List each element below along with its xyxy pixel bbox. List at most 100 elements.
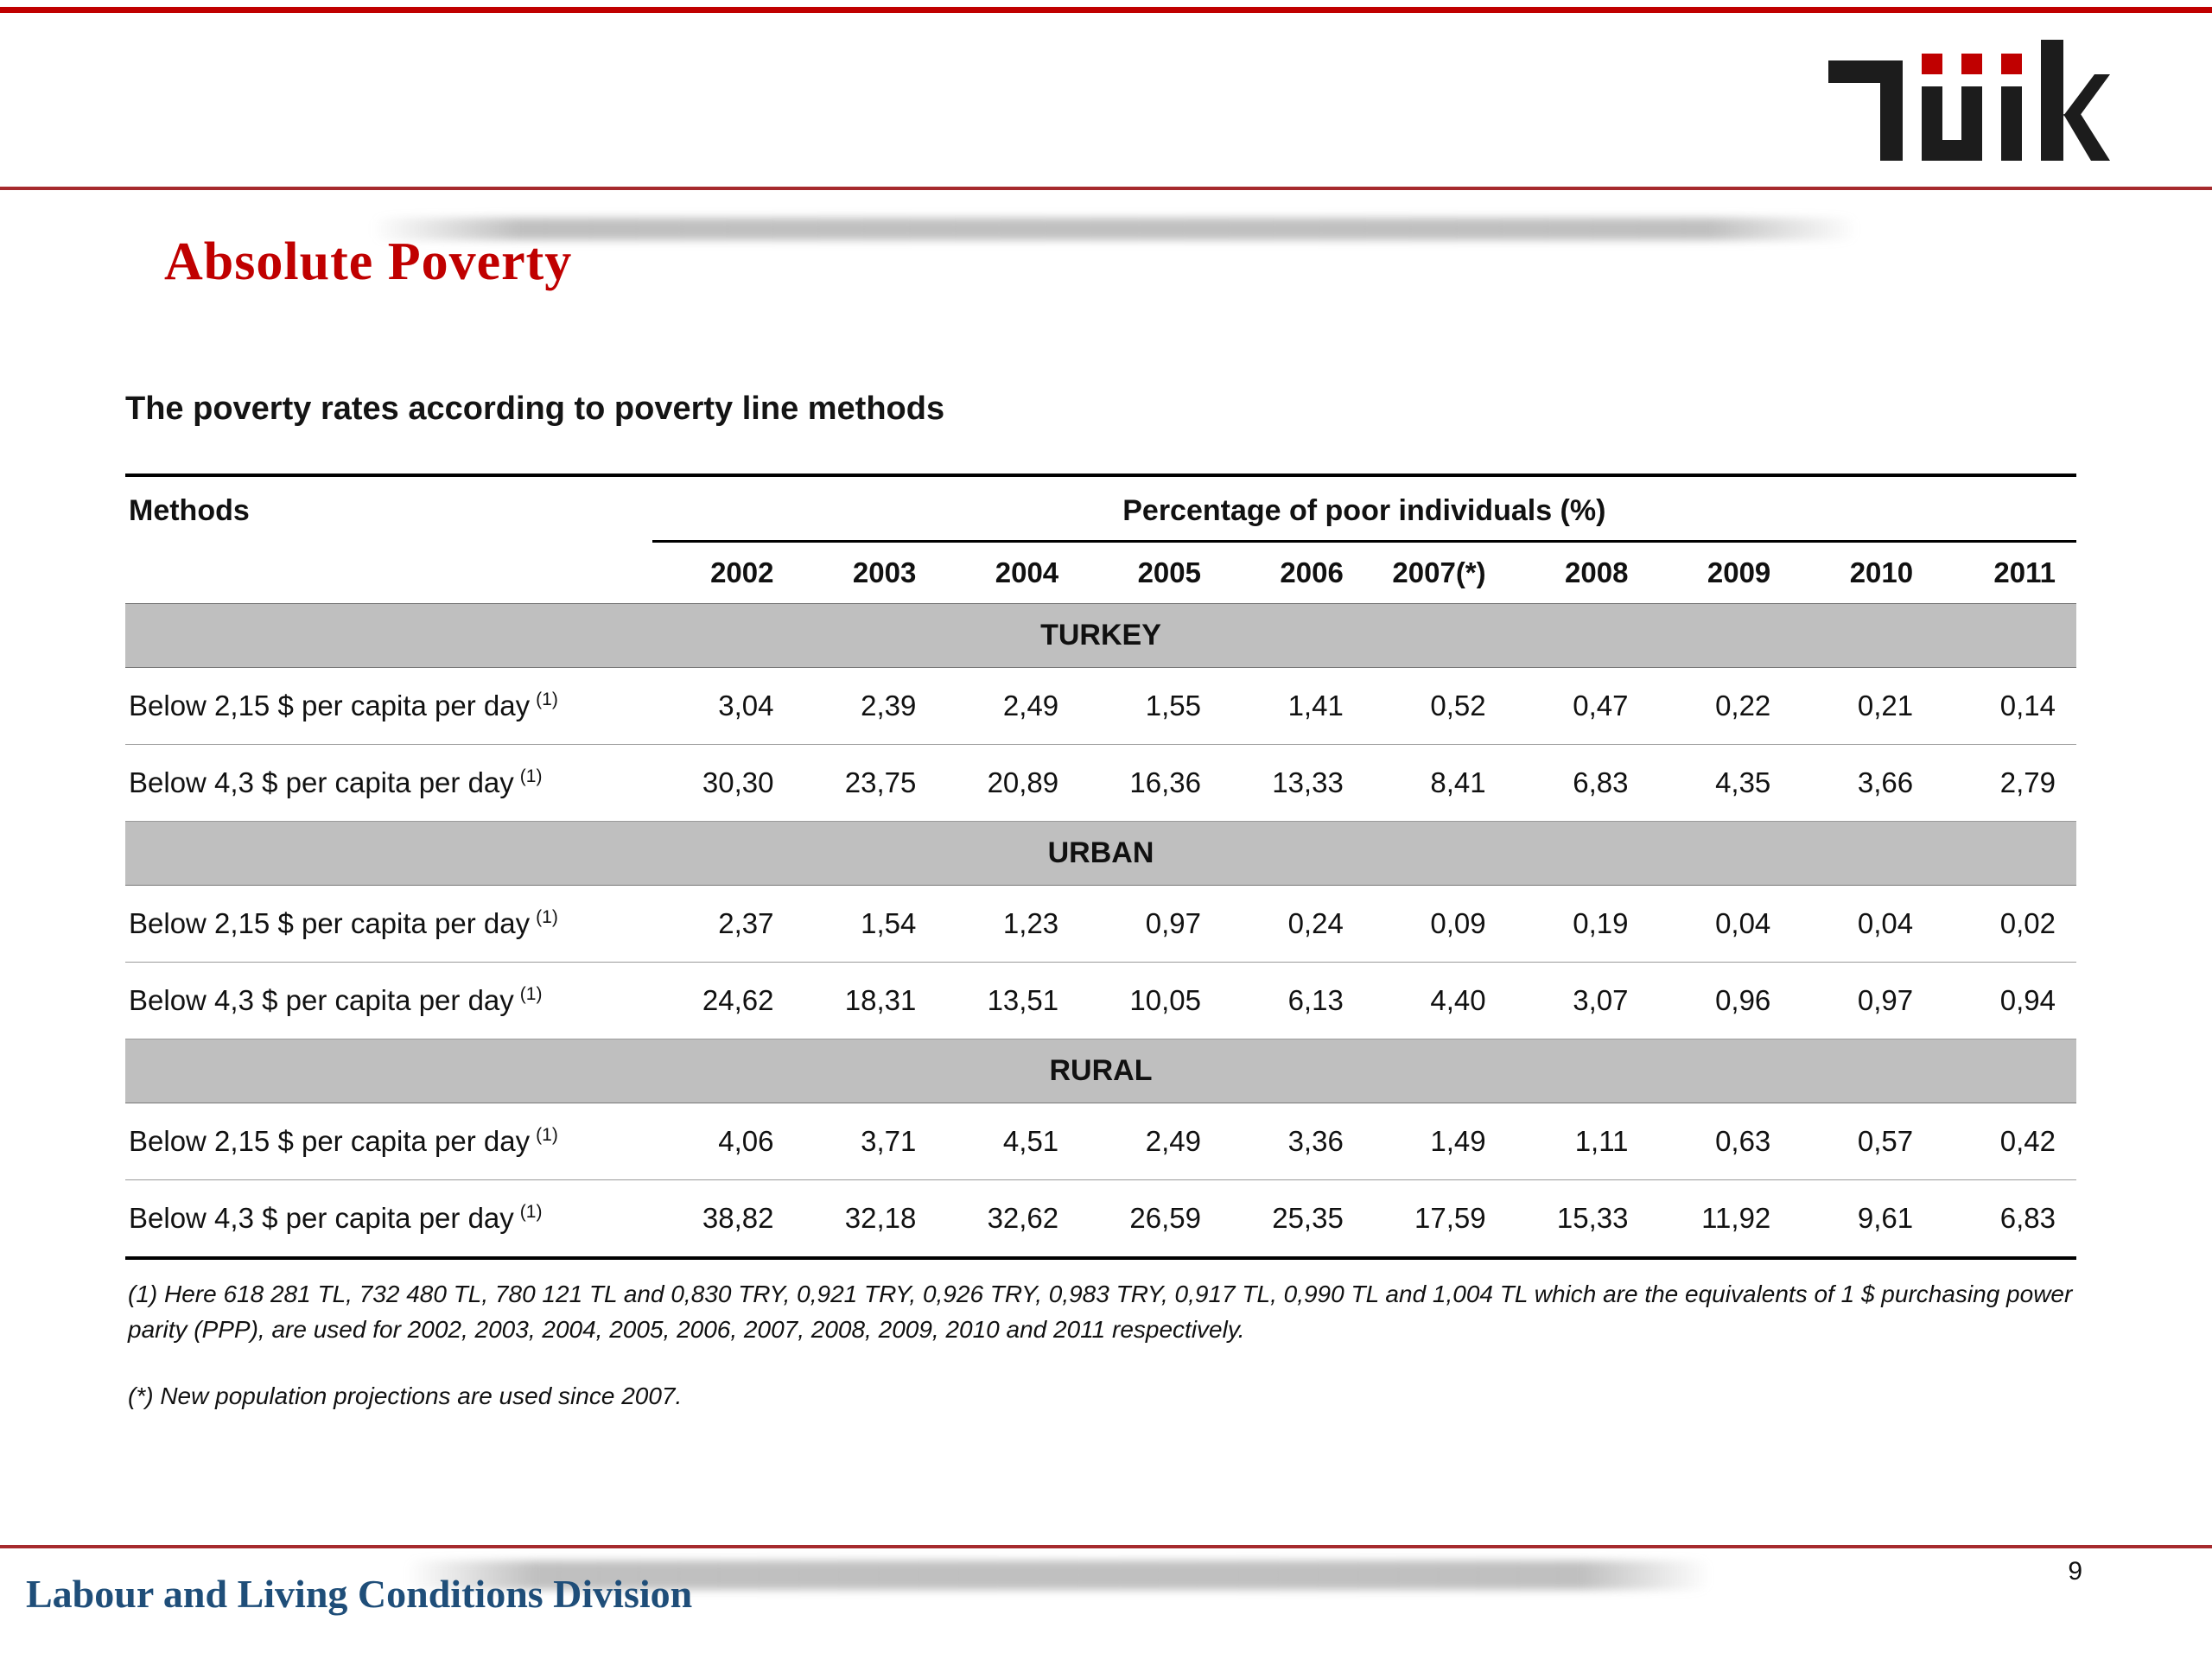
footer-division-title: Labour and Living Conditions Division (26, 1572, 693, 1616)
cell-value: 0,04 (1649, 885, 1792, 963)
poverty-table: Methods Percentage of poor individuals (… (125, 474, 2076, 1260)
table-row: Below 4,3 $ per capita per day (1) 24,62 … (125, 962, 2076, 1039)
cell-value: 1,55 (1079, 667, 1222, 745)
section-band-row: URBAN (125, 821, 2076, 886)
method-label: Below 2,15 $ per capita per day (1) (125, 667, 652, 745)
page-title: Absolute Poverty (164, 232, 573, 291)
cell-value: 2,39 (794, 667, 938, 745)
footnote-2: (*) New population projections are used … (128, 1382, 683, 1409)
cell-value: 2,79 (1934, 744, 2076, 822)
footnote-ref: (1) (536, 690, 558, 709)
page-number: 9 (2068, 1557, 2082, 1586)
year-header: 2003 (852, 556, 917, 588)
cell-value: 0,42 (1934, 1103, 2076, 1180)
cell-value: 6,83 (1999, 1202, 2056, 1234)
cell-value: 17,59 (1414, 1202, 1486, 1234)
cell-value: 3,66 (1791, 744, 1935, 822)
cell-value: 0,02 (1934, 885, 2076, 963)
section-band-turkey: TURKEY (125, 603, 2076, 668)
cell-value: 13,33 (1221, 744, 1364, 822)
cell-value: 4,51 (937, 1103, 1080, 1180)
method-label-text: Below 4,3 $ per capita per day (129, 766, 514, 798)
section-band-urban: URBAN (125, 821, 2076, 886)
method-label-text: Below 4,3 $ per capita per day (129, 984, 514, 1016)
year-header: 2009 (1707, 556, 1771, 588)
cell-value: 20,89 (937, 744, 1080, 822)
year-header: 2006 (1280, 556, 1344, 588)
header-divider-line (0, 187, 2212, 190)
section-band-row: TURKEY (125, 603, 2076, 668)
cell-value: 23,75 (794, 744, 938, 822)
cell-value: 2,49 (937, 667, 1080, 745)
title-shadow-bar (372, 218, 1858, 240)
cell-value: 6,13 (1221, 962, 1364, 1039)
cell-value: 0,94 (1934, 962, 2076, 1039)
cell-value: 16,36 (1079, 744, 1222, 822)
cell-value: 4,06 (652, 1103, 795, 1180)
year-header: 2007(*) (1392, 556, 1486, 588)
cell-value: 10,05 (1079, 962, 1222, 1039)
year-header: 2008 (1565, 556, 1629, 588)
footer-shadow-bar (406, 1560, 1711, 1590)
cell-value: 3,04 (652, 667, 795, 745)
cell-value: 2,37 (652, 885, 795, 963)
cell-value: 0,22 (1649, 667, 1792, 745)
cell-value: 38,82 (702, 1202, 774, 1234)
cell-value: 1,11 (1506, 1103, 1649, 1180)
method-label-text: Below 2,15 $ per capita per day (129, 907, 531, 939)
cell-value: 11,92 (1701, 1202, 1771, 1234)
table-row: Below 2,15 $ per capita per day (1) 4,06 … (125, 1103, 2076, 1180)
cell-value: 0,24 (1221, 885, 1364, 963)
cell-value: 1,49 (1363, 1103, 1507, 1180)
method-label-text: Below 2,15 $ per capita per day (129, 1125, 531, 1157)
footnote-ref: (1) (519, 1202, 543, 1222)
cell-value: 0,97 (1079, 885, 1222, 963)
footnote-ref: (1) (519, 984, 543, 1004)
cell-value: 6,83 (1506, 744, 1649, 822)
cell-value: 4,35 (1649, 744, 1792, 822)
table-row: Below 4,3 $ per capita per day (1) 30,30 … (125, 744, 2076, 822)
cell-value: 0,09 (1363, 885, 1507, 963)
cell-value: 32,18 (844, 1202, 917, 1234)
footer-divider-line (0, 1545, 2212, 1548)
footnote-ref: (1) (536, 907, 558, 927)
cell-value: 0,63 (1649, 1103, 1792, 1180)
cell-value: 2,49 (1079, 1103, 1222, 1180)
section-band-rural: RURAL (125, 1039, 2076, 1103)
cell-value: 0,14 (1934, 667, 2076, 745)
cell-value: 0,04 (1791, 885, 1935, 963)
cell-value: 0,47 (1506, 667, 1649, 745)
page-subtitle: The poverty rates according to poverty l… (125, 391, 945, 427)
cell-value: 13,51 (937, 962, 1080, 1039)
cell-value: 30,30 (652, 744, 795, 822)
cell-value: 0,57 (1791, 1103, 1935, 1180)
section-band-row: RURAL (125, 1039, 2076, 1103)
cell-value: 0,19 (1506, 885, 1649, 963)
group-column-header: Percentage of poor individuals (%) (652, 475, 2076, 543)
cell-value: 25,35 (1272, 1202, 1344, 1234)
methods-column-header: Methods (129, 494, 250, 527)
cell-value: 15,33 (1556, 1202, 1629, 1234)
cell-value: 3,07 (1506, 962, 1649, 1039)
cell-value: 4,40 (1363, 962, 1507, 1039)
table-row: Below 2,15 $ per capita per day (1) 3,04 … (125, 667, 2076, 745)
year-header: 2002 (710, 556, 774, 588)
footnote-ref: (1) (519, 766, 543, 786)
cell-value: 3,71 (794, 1103, 938, 1180)
tuik-logo (1828, 40, 2110, 161)
cell-value: 24,62 (652, 962, 795, 1039)
footnote-ref: (1) (536, 1125, 558, 1145)
year-header: 2005 (1137, 556, 1201, 588)
cell-value: 0,96 (1649, 962, 1792, 1039)
poverty-table-wrap: Methods Percentage of poor individuals (… (125, 474, 2076, 1260)
method-label: Below 4,3 $ per capita per day (1) (125, 1180, 652, 1259)
table-row: Below 2,15 $ per capita per day (1) 2,37 … (125, 885, 2076, 963)
year-header: 2004 (995, 556, 1059, 588)
cell-value: 18,31 (794, 962, 938, 1039)
cell-value: 1,54 (794, 885, 938, 963)
table-row: Below 4,3 $ per capita per day (1) 38,82 … (125, 1180, 2076, 1259)
method-label: Below 4,3 $ per capita per day (1) (125, 962, 652, 1039)
cell-value: 0,21 (1791, 667, 1935, 745)
cell-value: 3,36 (1221, 1103, 1364, 1180)
cell-value: 0,52 (1363, 667, 1507, 745)
